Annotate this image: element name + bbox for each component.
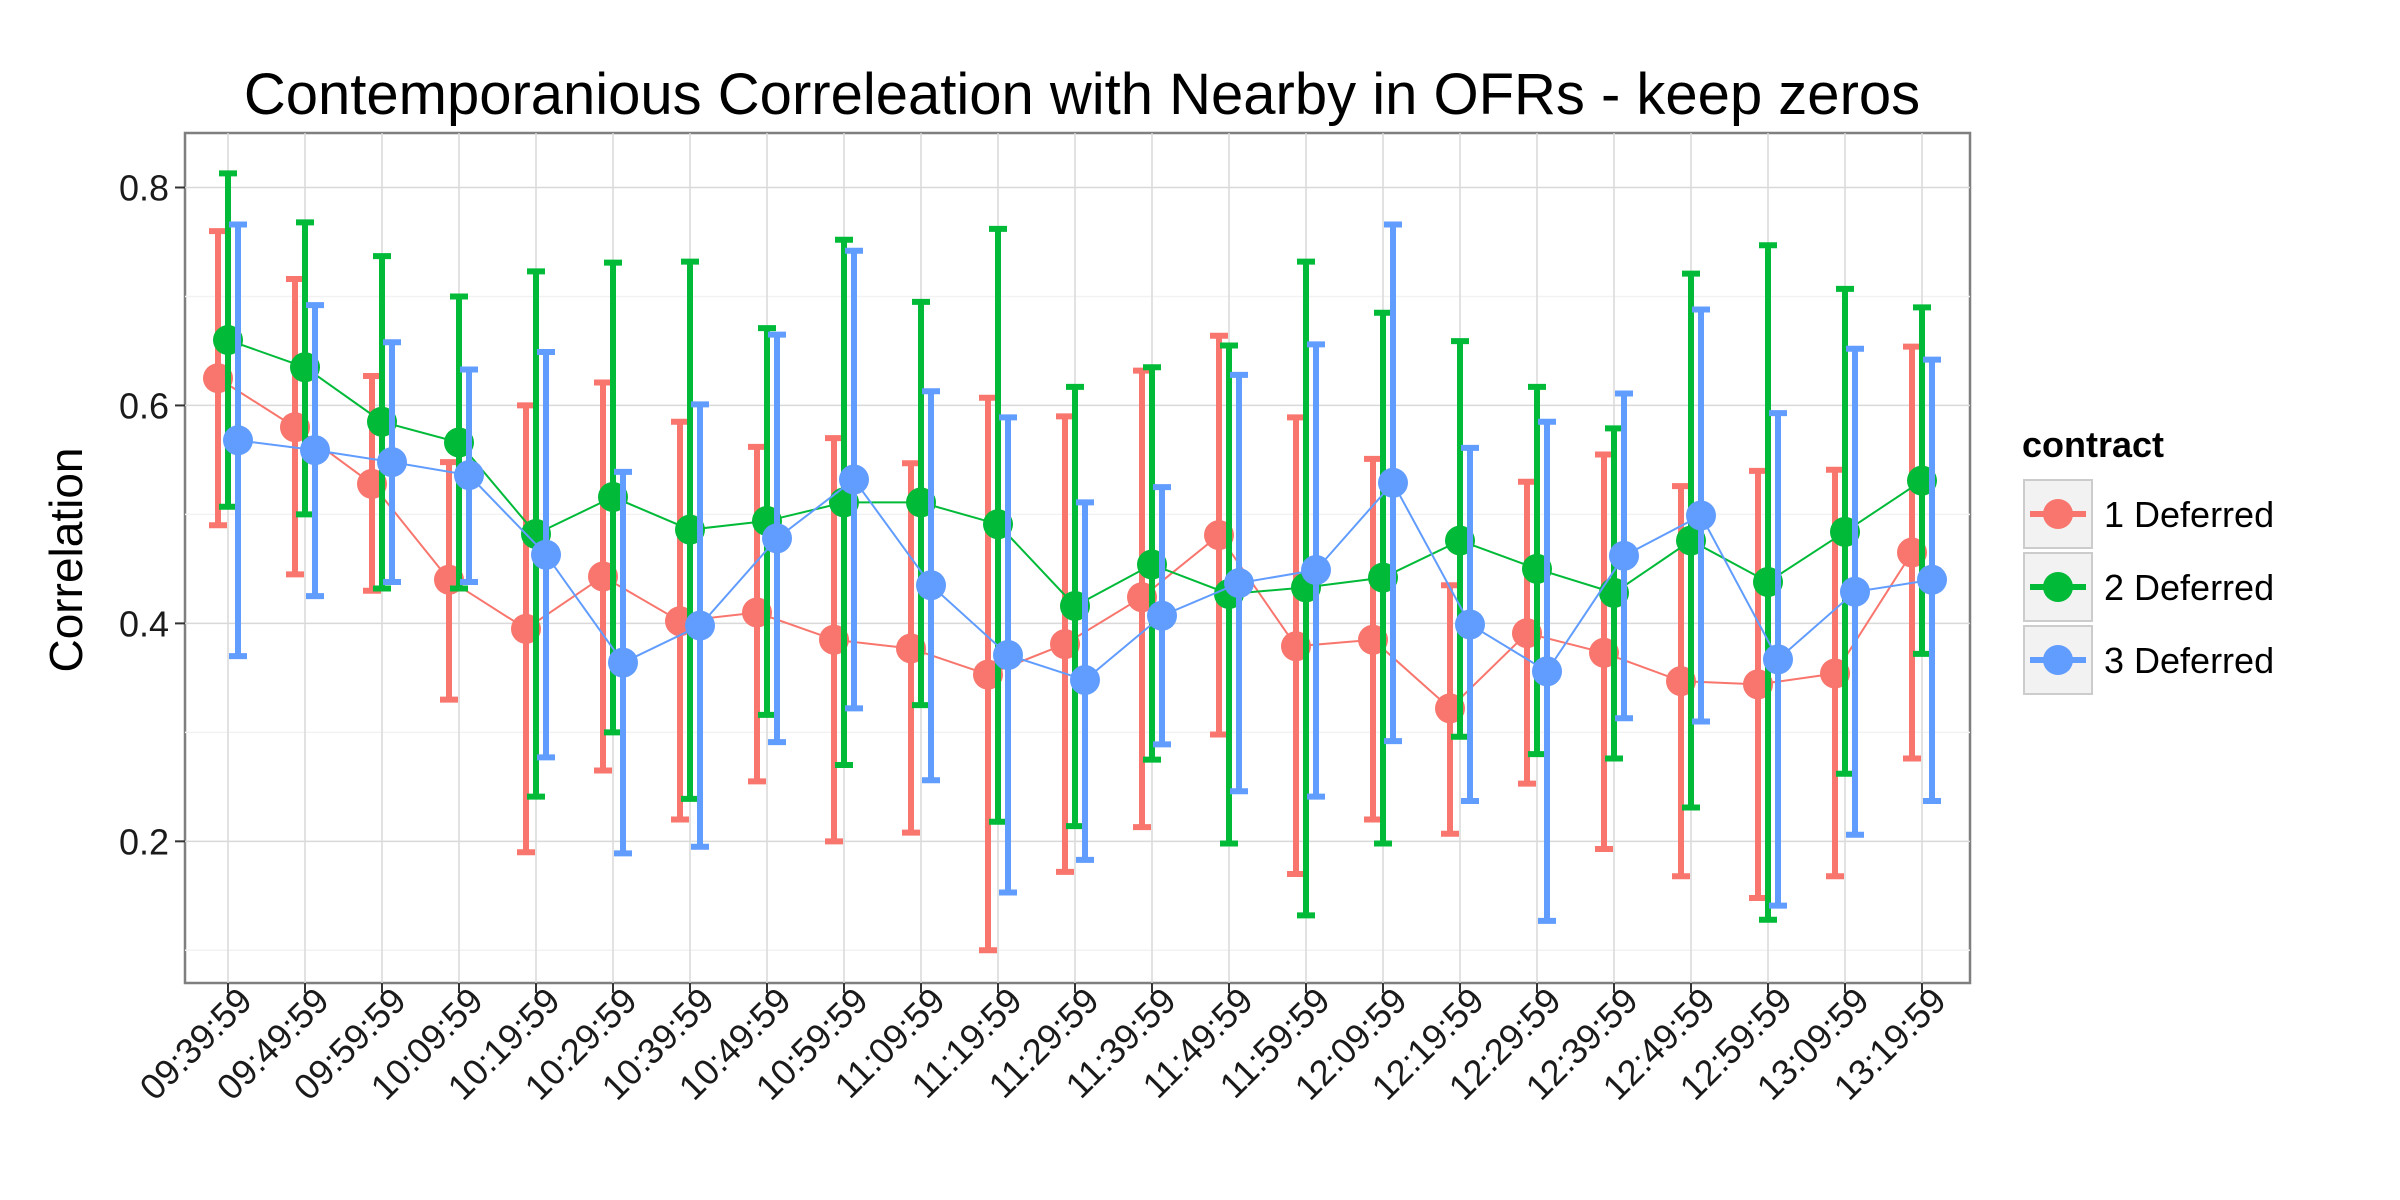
legend-label: 2 Deferred	[2104, 567, 2274, 608]
legend: contract 1 Deferred 2 Deferred 3 Deferred	[2022, 424, 2274, 695]
data-point	[300, 435, 330, 466]
data-point	[1609, 540, 1639, 571]
data-point	[839, 464, 869, 495]
data-point	[685, 610, 715, 641]
data-point	[608, 647, 638, 678]
data-point	[1455, 609, 1485, 640]
legend-label: 3 Deferred	[2104, 640, 2274, 681]
data-point	[1917, 564, 1947, 595]
legend-title: contract	[2022, 424, 2164, 465]
data-point	[916, 570, 946, 601]
y-tick-label: 0.6	[119, 385, 169, 426]
legend-item: 3 Deferred	[2023, 625, 2274, 695]
data-point	[1686, 500, 1716, 531]
series-3	[223, 221, 1947, 924]
data-point	[223, 425, 253, 456]
legend-item: 2 Deferred	[2023, 552, 2274, 622]
legend-key-point	[2043, 645, 2073, 675]
legend-key-point	[2043, 572, 2073, 602]
data-point	[1301, 554, 1331, 585]
legend-item: 1 Deferred	[2023, 479, 2274, 549]
legend-label: 1 Deferred	[2104, 494, 2274, 535]
series-layer	[203, 170, 1947, 954]
data-point	[377, 447, 407, 478]
chart-title: Contemporanious Correleation with Nearby…	[244, 62, 1920, 127]
y-axis: 0.2 0.4 0.6 0.8	[119, 167, 185, 862]
data-point	[1224, 568, 1254, 599]
legend-items: 1 Deferred 2 Deferred 3 Deferred	[2023, 479, 2274, 695]
data-point	[1763, 644, 1793, 675]
data-point	[1147, 600, 1177, 631]
y-tick-label: 0.2	[119, 821, 169, 862]
data-point	[454, 460, 484, 491]
data-point	[1840, 576, 1870, 607]
y-tick-label: 0.4	[119, 603, 169, 644]
legend-key-point	[2043, 499, 2073, 529]
y-tick-label: 0.8	[119, 167, 169, 208]
data-point	[531, 539, 561, 570]
y-axis-title: Correlation	[40, 448, 92, 673]
data-point	[762, 523, 792, 554]
data-point	[1532, 656, 1562, 687]
data-point	[993, 639, 1023, 670]
data-point	[1378, 467, 1408, 498]
data-point	[1070, 665, 1100, 696]
